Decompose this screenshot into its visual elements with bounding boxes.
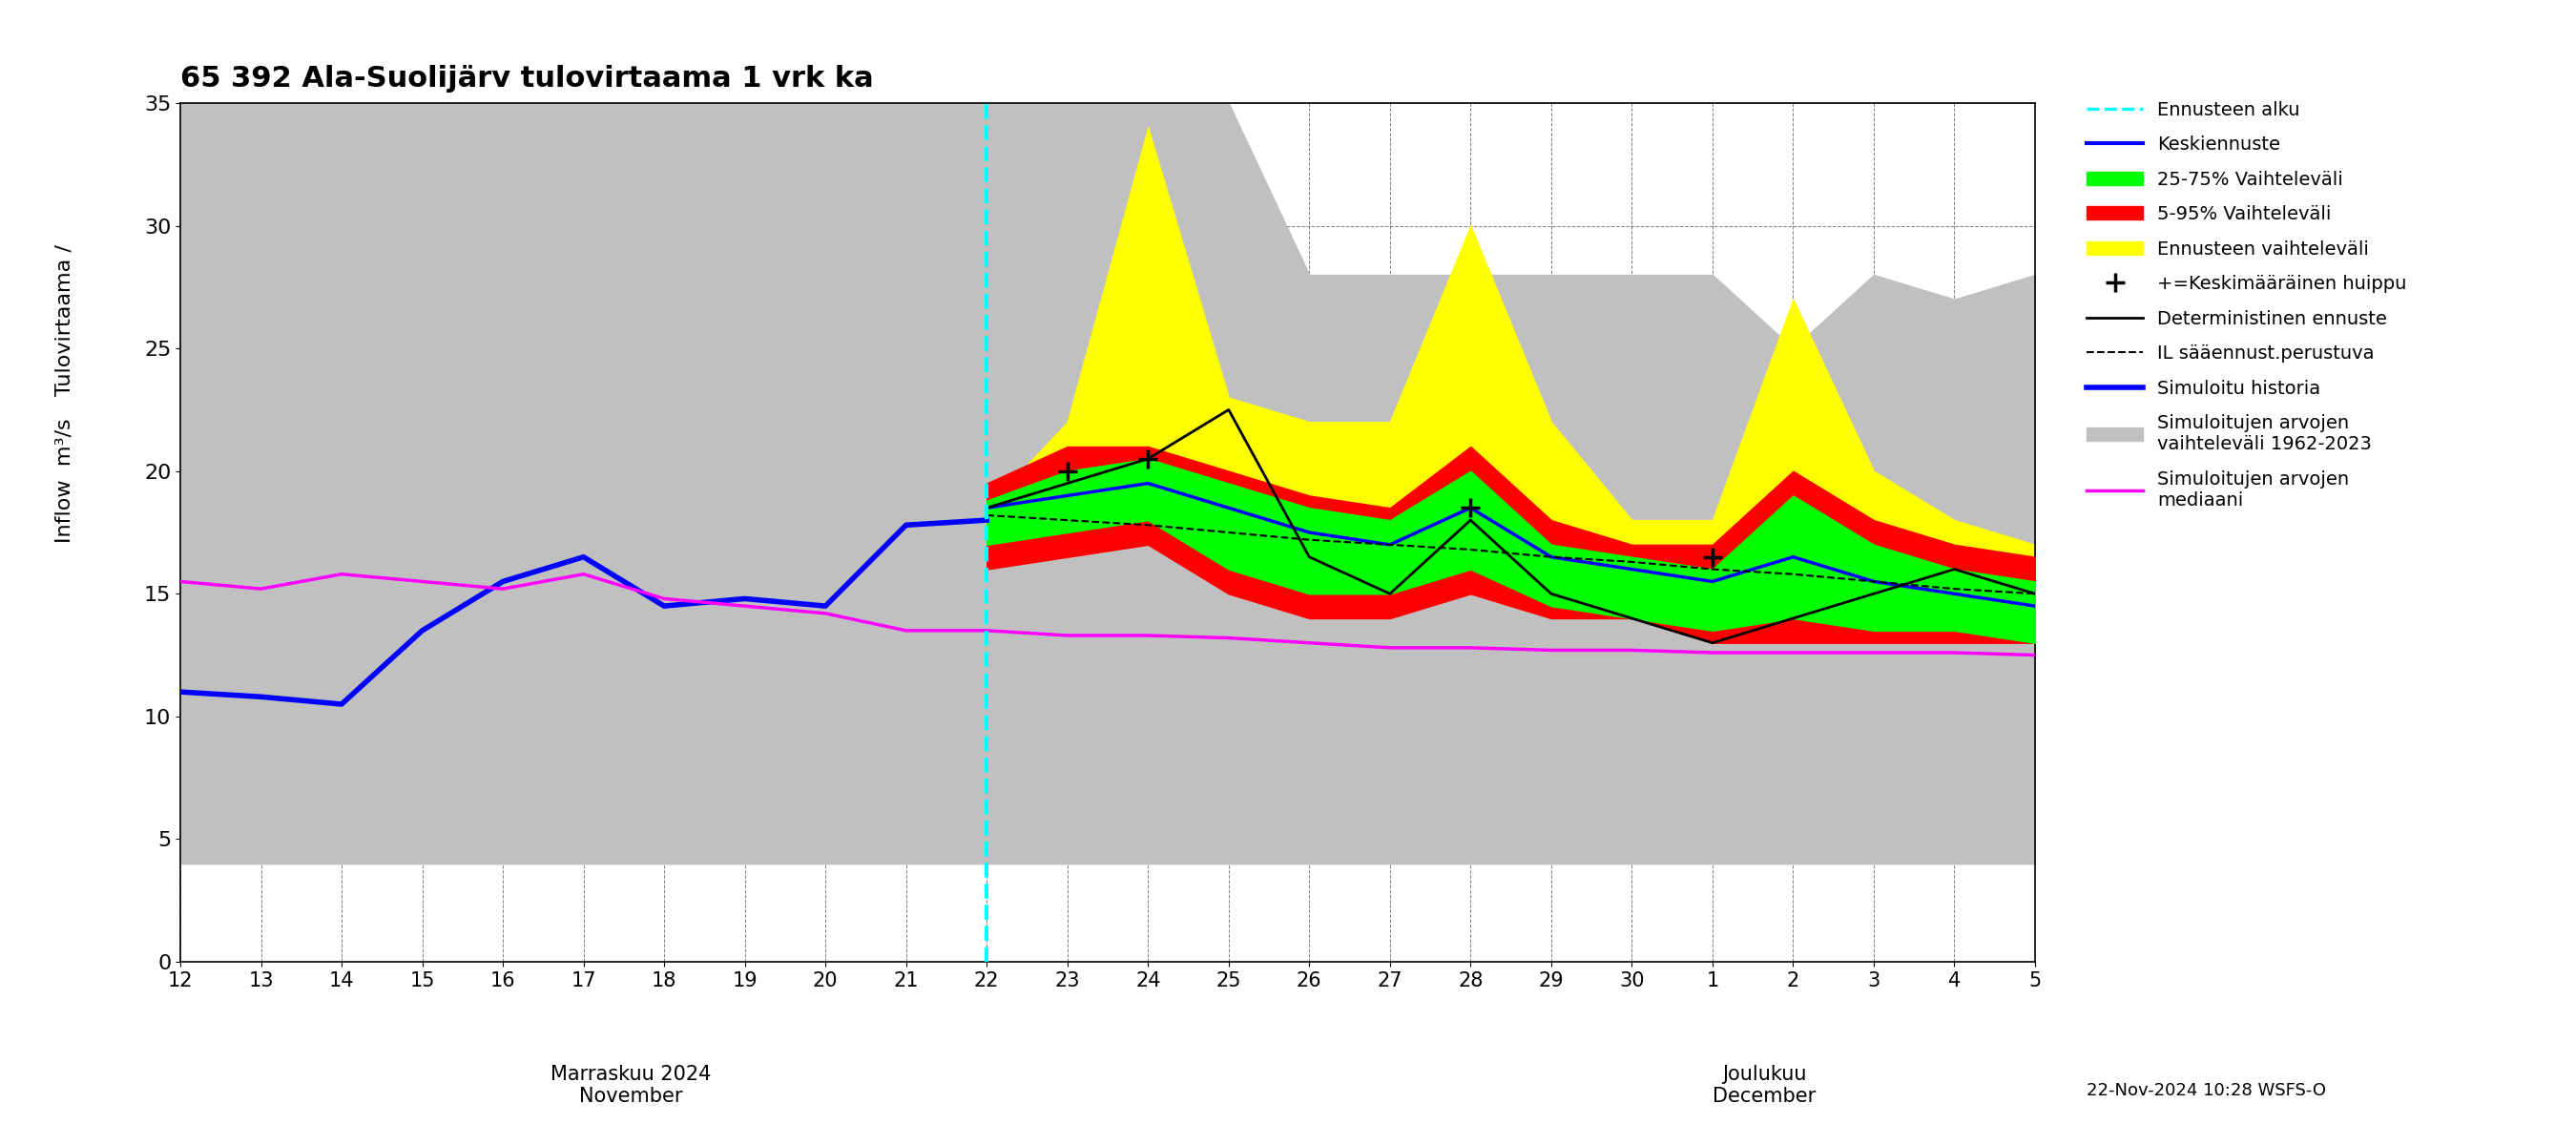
- Text: 22-Nov-2024 10:28 WSFS-O: 22-Nov-2024 10:28 WSFS-O: [2087, 1082, 2326, 1099]
- Legend: Ennusteen alku, Keskiennuste, 25-75% Vaihteleväli, 5-95% Vaihteleväli, Ennusteen: Ennusteen alku, Keskiennuste, 25-75% Vai…: [2081, 95, 2411, 514]
- Text: Joulukuu
December: Joulukuu December: [1713, 1065, 1816, 1106]
- Text: Tulovirtaama /: Tulovirtaama /: [54, 245, 75, 396]
- Text: 65 392 Ala-Suolijärv tulovirtaama 1 vrk ka: 65 392 Ala-Suolijärv tulovirtaama 1 vrk …: [180, 65, 873, 93]
- Text: Inflow  m³/s: Inflow m³/s: [54, 419, 75, 543]
- Text: Marraskuu 2024
November: Marraskuu 2024 November: [551, 1065, 711, 1106]
